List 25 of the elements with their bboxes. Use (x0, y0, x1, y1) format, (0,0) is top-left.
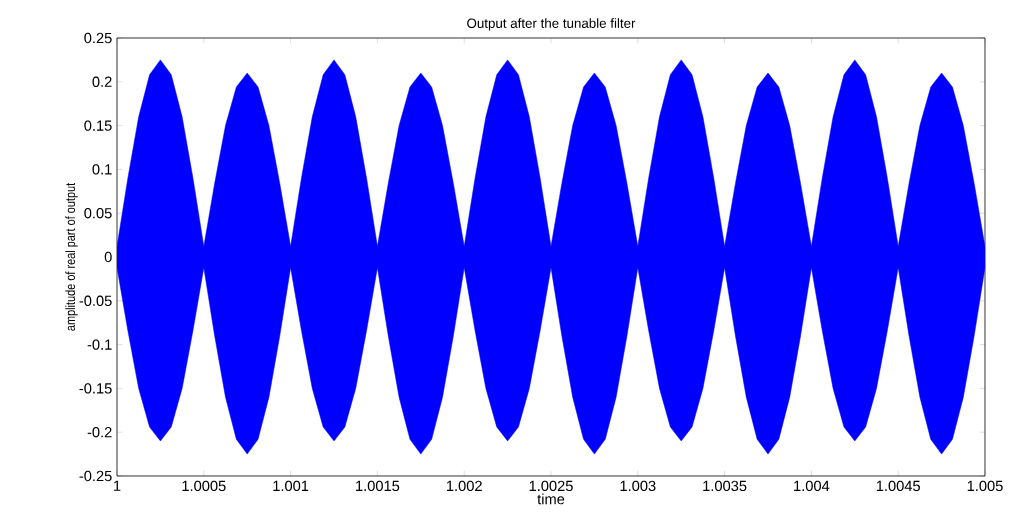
x-tick-label: 1.0025 (529, 480, 573, 492)
y-tick-label: -0.1 (87, 339, 112, 350)
chart-title: Output after the tunable filter (467, 18, 636, 31)
y-tick-label: -0.15 (79, 383, 112, 394)
y-tick-label: 0.15 (84, 120, 112, 131)
x-tick-label: 1.004 (794, 480, 830, 492)
x-tick-label: 1.0045 (876, 480, 920, 492)
x-tick-label: 1.005 (967, 480, 1003, 492)
y-tick-label: -0.25 (79, 470, 112, 482)
y-tick-label: -0.2 (87, 427, 112, 438)
x-tick-label: 1.003 (620, 480, 656, 492)
x-tick-label: 1.002 (446, 480, 482, 492)
y-tick-label: -0.05 (79, 295, 112, 306)
y-tick-label: 0.05 (84, 208, 112, 219)
x-tick-label: 1 (114, 480, 121, 491)
x-axis-title: time (537, 493, 565, 505)
y-tick-label: 0.2 (92, 76, 112, 87)
y-tick-label: 0.1 (92, 164, 112, 175)
x-tick-label: 1.0015 (356, 480, 400, 492)
x-tick-label: 1.0005 (182, 480, 226, 492)
y-tick-label: 0 (104, 251, 112, 263)
y-tick-label: 0.25 (84, 32, 112, 44)
x-tick-label: 1.001 (273, 480, 309, 492)
x-tick-label: 1.0035 (703, 480, 747, 492)
y-axis-title: amplitude of real part of output (65, 182, 78, 331)
